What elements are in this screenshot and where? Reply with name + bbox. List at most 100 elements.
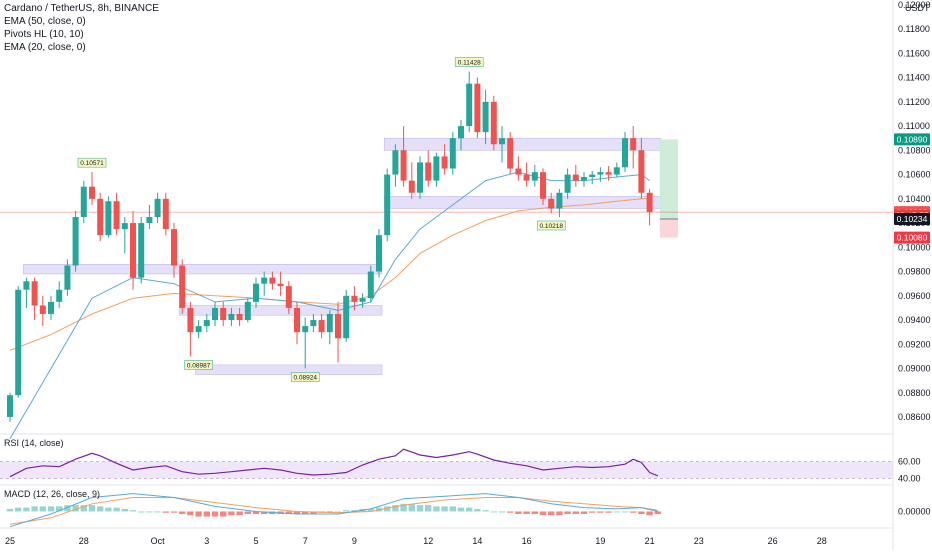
macd-histogram-bar <box>425 505 432 512</box>
macd-histogram-bar <box>580 511 588 514</box>
y-tick-label: 0.11000 <box>898 121 930 131</box>
macd-histogram-bar <box>474 508 481 512</box>
rsi-y-tick-label: 40.00 <box>898 473 921 483</box>
y-tick-label: 0.11400 <box>898 73 930 83</box>
macd-histogram-bar <box>23 507 30 512</box>
x-tick-label: 9 <box>352 536 357 546</box>
y-tick-label: 0.12000 <box>898 0 931 10</box>
candle-body <box>310 320 317 327</box>
candle-body <box>146 217 153 224</box>
indicator-legend-ema50[interactable]: EMA (50, close, 0) <box>4 16 86 27</box>
candle-body <box>458 126 464 139</box>
candle-body <box>162 198 169 230</box>
candle-body <box>507 138 514 169</box>
y-tick-label: 0.11800 <box>898 24 930 34</box>
macd-histogram-bar <box>244 511 251 514</box>
macd-legend: MACD (12, 26, close, 9) <box>4 489 100 499</box>
pivot-label: 0.08987 <box>187 362 211 369</box>
candle-body <box>48 301 54 314</box>
candle-body <box>105 201 112 236</box>
candle-body <box>613 167 620 175</box>
candle-body <box>154 198 161 217</box>
candle-body <box>523 174 530 181</box>
candle-body <box>171 229 177 266</box>
macd-histogram-bar <box>441 506 448 512</box>
macd-histogram-bar <box>507 511 514 513</box>
macd-histogram-bar <box>515 511 522 514</box>
candle-body <box>572 174 579 181</box>
candle-body <box>56 289 63 302</box>
macd-histogram-bar <box>539 511 547 516</box>
y-tick-label: 0.10800 <box>898 145 931 155</box>
y-tick-label: 0.10600 <box>898 170 931 180</box>
rsi-legend: RSI (14, close) <box>4 438 64 448</box>
candle-body <box>441 156 448 169</box>
candle-body <box>474 83 481 133</box>
macd-histogram-bar <box>187 511 194 516</box>
macd-histogram-bar <box>56 506 63 512</box>
macd-histogram-bar <box>654 511 661 514</box>
candle-body <box>203 320 210 327</box>
y-tick-label: 0.09200 <box>898 339 931 349</box>
macd-histogram-bar <box>334 511 342 513</box>
macd-histogram-bar <box>88 505 96 512</box>
candle-body <box>548 198 555 209</box>
macd-histogram-bar <box>31 506 38 512</box>
macd-histogram-bar <box>154 511 161 513</box>
macd-histogram-bar <box>228 511 235 516</box>
pivot-label-box <box>454 57 484 67</box>
candle-body <box>121 223 128 230</box>
candle-body <box>187 307 194 333</box>
candle-body <box>195 326 202 333</box>
candle-body <box>39 305 46 314</box>
macd-histogram-bar <box>105 507 112 512</box>
macd-histogram-bar <box>433 506 440 512</box>
candle-body <box>622 138 628 168</box>
macd-histogram-bar <box>146 511 153 513</box>
candle-body <box>130 223 136 278</box>
candle-body <box>515 168 522 175</box>
candle-body <box>253 283 259 302</box>
macd-histogram-bar <box>211 511 219 517</box>
candle-body <box>64 265 71 290</box>
price-tag-box <box>894 231 930 244</box>
macd-histogram-bar <box>310 511 317 514</box>
y-tick-label: 0.11200 <box>898 97 930 107</box>
pivot-label-box <box>536 220 566 231</box>
candle-body <box>97 198 104 236</box>
candle-body <box>589 174 596 177</box>
x-tick-label: 3 <box>204 536 209 546</box>
macd-histogram-bar <box>621 511 629 513</box>
macd-histogram-bar <box>121 508 128 512</box>
candle-body <box>367 271 374 299</box>
candle-body <box>23 281 30 290</box>
macd-histogram-bar <box>556 511 563 516</box>
macd-histogram-bar <box>564 511 571 514</box>
candle-body <box>564 174 571 193</box>
macd-histogram-bar <box>392 505 399 512</box>
symbol-title[interactable]: Cardano / TetherUS, 8h, BINANCE <box>4 3 159 14</box>
macd-histogram-bar <box>482 510 489 512</box>
candle-body <box>556 192 563 209</box>
macd-histogram-bar <box>162 511 169 513</box>
macd-histogram-bar <box>72 505 79 512</box>
x-tick-label: 28 <box>817 536 827 546</box>
support-resistance-zone <box>383 196 662 209</box>
pivot-label: 0.11428 <box>458 60 481 67</box>
indicator-legend-pivots[interactable]: Pivots HL (10, 10) <box>4 29 84 40</box>
candle-body <box>433 156 440 181</box>
candle-body <box>31 281 38 306</box>
macd-histogram-bar <box>236 511 243 516</box>
x-tick-label: 5 <box>253 536 258 546</box>
indicator-legend-ema20[interactable]: EMA (20, close, 0) <box>4 42 86 53</box>
candle-body <box>261 277 268 284</box>
candle-body <box>80 186 87 217</box>
candle-body <box>638 150 645 193</box>
candle-body <box>392 150 399 175</box>
macd-histogram-bar <box>220 511 227 517</box>
pivot-label: 0.10218 <box>539 223 563 230</box>
candle-body <box>72 217 79 266</box>
candle-body <box>335 313 341 339</box>
